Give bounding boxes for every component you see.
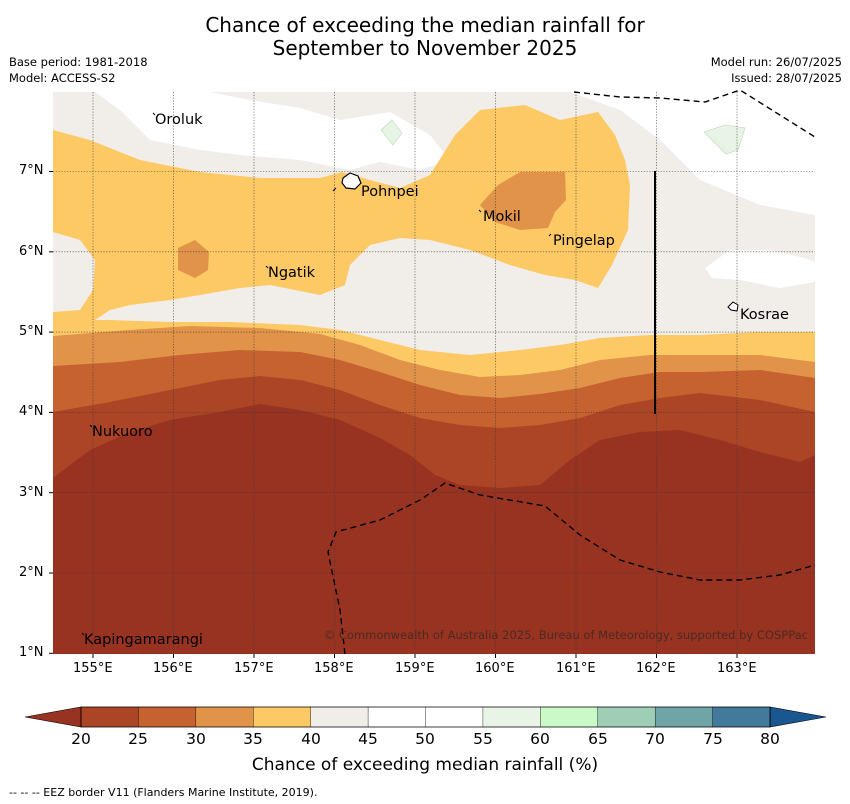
lat-label-2n: 2°N — [19, 565, 44, 580]
lat-label-3n: 3°N — [19, 485, 44, 500]
lon-label-157e: 157°E — [234, 661, 274, 676]
lon-label-155e: 155°E — [73, 661, 113, 676]
lat-label-5n: 5°N — [19, 324, 44, 339]
colorbar-tick-75: 75 — [703, 730, 723, 748]
colorbar-segment — [367, 706, 426, 728]
lon-label-160e: 160°E — [475, 661, 515, 676]
colorbar-segment — [195, 706, 254, 728]
colorbar-tick-70: 70 — [645, 730, 665, 748]
place-label-pohnpei: Pohnpei — [361, 184, 419, 200]
place-label-ngatik: Ngatik — [268, 265, 316, 281]
eez-legend-footnote: -- -- -- EEZ border V11 (Flanders Marine… — [9, 786, 318, 799]
rainfall-probability-field — [53, 92, 815, 654]
colorbar-segment — [597, 706, 656, 728]
lat-label-7n: 7°N — [19, 163, 44, 178]
colorbar-segment — [138, 706, 197, 728]
colorbar-tick-25: 25 — [128, 730, 148, 748]
lat-label-1n: 1°N — [19, 645, 44, 660]
colorbar-tick-50: 50 — [415, 730, 435, 748]
colorbar-segment — [80, 706, 139, 728]
pingelap-marker — [548, 233, 552, 237]
map-gridlines — [53, 92, 815, 654]
pohnpei-islet-mark — [332, 187, 337, 192]
colorbar-segment — [540, 706, 599, 728]
oroluk-marker — [152, 112, 156, 116]
colorbar-title: Chance of exceeding median rainfall (%) — [251, 755, 599, 775]
model-run-label: Model run: 26/07/2025 — [710, 55, 842, 69]
colorbar-over-arrow — [770, 707, 826, 727]
base-period-label: Base period: 1981-2018 — [9, 55, 148, 69]
eez-border-lines — [327, 89, 816, 655]
kapingamarangi-marker — [81, 632, 85, 636]
place-label-oroluk: Oroluk — [155, 112, 203, 128]
colorbar-tick-80: 80 — [760, 730, 780, 748]
lon-label-162e: 162°E — [636, 661, 676, 676]
colorbar-segment — [425, 706, 484, 728]
colorbar-under-arrow — [25, 707, 81, 727]
colorbar-segment — [253, 706, 312, 728]
map-title-line-1: Chance of exceeding the median rainfall … — [205, 13, 645, 37]
lat-label-4n: 4°N — [19, 404, 44, 419]
colorbar-segment — [712, 706, 771, 728]
lat-label-6n: 6°N — [19, 244, 44, 259]
place-label-mokil: Mokil — [483, 209, 521, 225]
colorbar-segment — [654, 706, 714, 728]
nukuoro-marker — [89, 424, 93, 428]
colorbar-tick-45: 45 — [358, 730, 378, 748]
lon-label-158e: 158°E — [314, 661, 354, 676]
place-label-kosrae: Kosrae — [740, 307, 789, 323]
colorbar-tick-40: 40 — [301, 730, 321, 748]
place-label-pingelap: Pingelap — [553, 233, 615, 249]
map-title-line-2: September to November 2025 — [272, 36, 578, 60]
copyright-notice: © Commonwealth of Australia 2025, Bureau… — [323, 628, 808, 642]
ngatik-marker — [265, 265, 269, 269]
place-label-kapingamarangi: Kapingamarangi — [84, 632, 203, 648]
place-label-nukuoro: Nukuoro — [92, 424, 153, 440]
colorbar-tick-55: 55 — [473, 730, 493, 748]
colorbar-segment — [310, 706, 369, 728]
issued-label: Issued: 28/07/2025 — [731, 71, 842, 85]
colorbar-tick-35: 35 — [243, 730, 263, 748]
colorbar — [24, 706, 827, 728]
colorbar-tick-60: 60 — [530, 730, 550, 748]
lon-label-156e: 156°E — [153, 661, 193, 676]
colorbar-tick-65: 65 — [588, 730, 608, 748]
kosrae-island-outline — [727, 301, 739, 312]
axis-ticks — [49, 171, 738, 658]
colorbar-segment — [482, 706, 541, 728]
colorbar-tick-20: 20 — [71, 730, 91, 748]
pohnpei-island-outline — [341, 172, 362, 190]
mokil-marker — [478, 209, 482, 213]
lon-label-161e: 161°E — [556, 661, 596, 676]
colorbar-tick-30: 30 — [186, 730, 206, 748]
model-label: Model: ACCESS-S2 — [9, 71, 116, 85]
lon-label-163e: 163°E — [717, 661, 757, 676]
lon-label-159e: 159°E — [395, 661, 435, 676]
